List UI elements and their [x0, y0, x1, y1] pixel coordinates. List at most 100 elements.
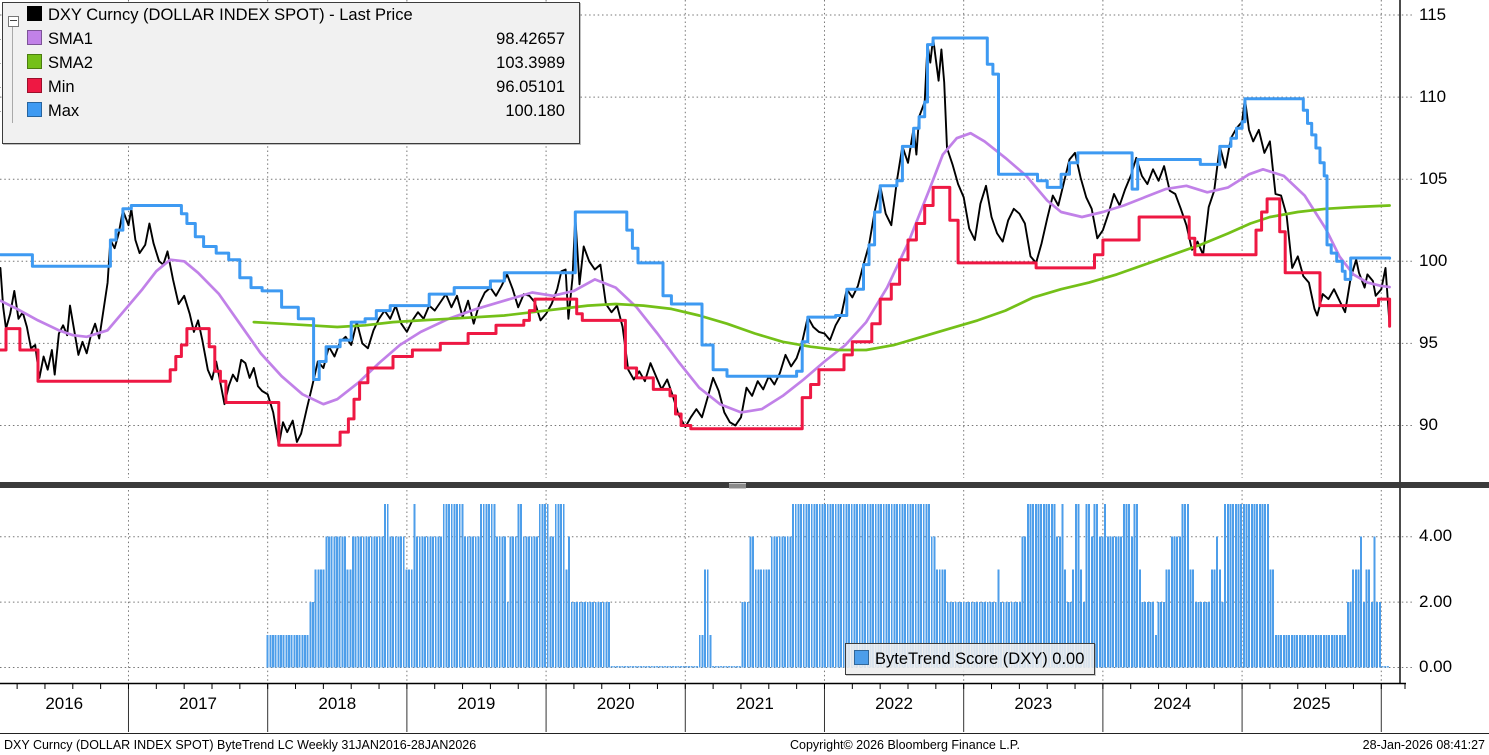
score-bar — [856, 504, 859, 668]
score-bar — [1109, 536, 1112, 668]
score-bar — [1280, 634, 1283, 668]
legend-item-max[interactable]: Max 100.180 — [0, 99, 579, 123]
score-bar — [453, 504, 456, 668]
score-bar — [1061, 504, 1064, 668]
score-zero-dash — [685, 666, 688, 668]
legend-item-sma1[interactable]: SMA1 98.42657 — [0, 27, 579, 51]
score-bar — [1074, 504, 1077, 668]
legend-item-value: 98.42657 — [496, 30, 565, 48]
score-zero-dash — [680, 666, 683, 668]
bytetrend-score-label-box[interactable]: ByteTrend Score (DXY) 0.00 — [845, 643, 1096, 675]
score-bar — [901, 504, 904, 668]
legend-item-last-price[interactable]: DXY Curncy (DOLLAR INDEX SPOT) - Last Pr… — [3, 3, 579, 27]
score-bar — [402, 536, 405, 668]
score-bar — [1013, 602, 1016, 668]
score-bar — [1325, 634, 1328, 668]
score-bar — [1378, 602, 1381, 668]
score-bar — [954, 602, 957, 668]
score-bar — [413, 504, 416, 668]
score-zero-dash — [626, 666, 629, 668]
score-bar — [1293, 634, 1296, 668]
score-zero-dash — [725, 666, 728, 668]
sma1-swatch-icon — [27, 30, 42, 45]
status-datetime: 28-Jan-2026 08:41:27 — [1362, 738, 1485, 752]
score-zero-dash — [682, 666, 685, 668]
splitter-grip-icon[interactable] — [729, 483, 746, 489]
legend-item-min[interactable]: Min 96.05101 — [0, 75, 579, 99]
score-bar — [976, 602, 979, 668]
score-bar — [933, 536, 936, 668]
score-bar — [808, 504, 811, 668]
score-bar — [1285, 634, 1288, 668]
series-max — [0, 36, 1392, 381]
score-bar — [1098, 536, 1101, 668]
score-bar — [1349, 602, 1352, 668]
legend-item-sma2[interactable]: SMA2 103.3989 — [0, 51, 579, 75]
last-price-swatch-icon — [27, 6, 42, 21]
score-bar — [1090, 536, 1093, 668]
score-bar — [786, 536, 789, 668]
score-bar — [458, 504, 461, 668]
score-bar — [312, 602, 314, 668]
legend-item-label: Min — [48, 78, 75, 96]
score-zero-dash — [616, 666, 619, 668]
score-bar — [496, 536, 498, 668]
score-bar — [306, 634, 309, 668]
score-bar — [549, 536, 552, 668]
score-bar — [778, 536, 781, 668]
score-bar — [426, 536, 429, 668]
series-last_price — [0, 37, 1391, 447]
score-bar — [533, 536, 536, 668]
score-bar — [536, 536, 539, 668]
score-bar — [424, 536, 426, 668]
pane-splitter[interactable] — [0, 482, 1489, 489]
score-bar — [968, 602, 971, 668]
score-bar — [514, 536, 517, 668]
score-bar — [1274, 634, 1277, 668]
score-zero-dash — [650, 666, 653, 668]
score-bar — [962, 602, 965, 668]
legend-box: DXY Curncy (DOLLAR INDEX SPOT) - Last Pr… — [0, 2, 580, 144]
score-bar — [1362, 602, 1365, 668]
score-bar — [1077, 504, 1080, 668]
score-bar — [746, 602, 749, 668]
score-bar — [338, 536, 341, 668]
score-zero-dash — [728, 666, 731, 668]
score-bar — [781, 536, 784, 668]
legend-item-value: 103.3989 — [496, 54, 565, 72]
score-bar — [290, 634, 293, 668]
score-bar — [546, 504, 549, 668]
sma2-swatch-icon — [27, 54, 42, 69]
year-label: 2020 — [596, 694, 635, 713]
price-tick-label: 110 — [1419, 86, 1447, 106]
score-bar — [888, 504, 891, 668]
score-bar — [1146, 602, 1149, 668]
year-label: 2025 — [1292, 694, 1331, 713]
score-bar — [1186, 504, 1189, 668]
score-bar — [1184, 504, 1187, 668]
score-bar — [266, 634, 269, 668]
score-bar — [1128, 504, 1131, 668]
score-bar — [341, 536, 344, 668]
legend-tree-toggle-icon[interactable] — [8, 16, 19, 27]
score-bar — [864, 504, 867, 668]
score-bar — [1320, 634, 1323, 668]
score-bar — [914, 504, 917, 668]
score-bar — [1264, 504, 1267, 668]
score-bar — [1162, 602, 1165, 668]
score-bar — [368, 536, 370, 668]
score-bar — [1114, 536, 1117, 668]
score-zero-dash — [1384, 666, 1387, 668]
score-bar — [576, 602, 579, 668]
score-bar — [832, 504, 835, 668]
score-bar — [512, 536, 514, 668]
score-zero-dash — [666, 666, 669, 668]
score-tick-label: 0.00 — [1419, 657, 1453, 676]
score-bar — [890, 504, 893, 668]
score-bar — [1040, 504, 1043, 668]
score-bar — [1301, 634, 1304, 668]
score-zero-dash — [656, 666, 659, 668]
score-bar — [560, 504, 563, 668]
score-bar — [960, 602, 963, 668]
